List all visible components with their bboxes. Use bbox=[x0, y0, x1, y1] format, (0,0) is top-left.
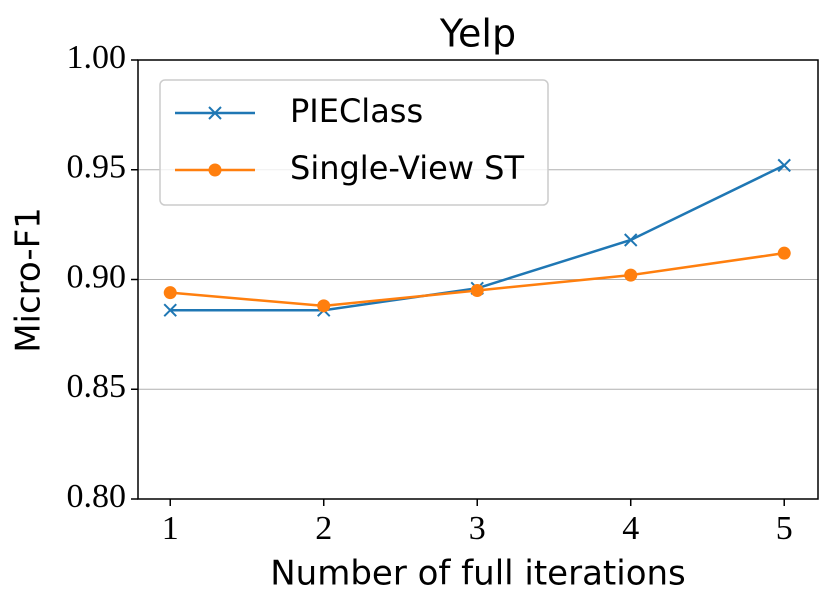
chart-title: Yelp bbox=[439, 12, 516, 56]
marker bbox=[208, 106, 222, 120]
legend: PIEClass Single-View ST bbox=[159, 79, 549, 206]
x-axis-label: Number of full iterations bbox=[270, 554, 686, 594]
x-tick-label: 5 bbox=[776, 510, 793, 547]
marker bbox=[624, 233, 638, 247]
legend-label: Single-View ST bbox=[290, 149, 524, 187]
y-axis-label: Micro-F1 bbox=[9, 207, 49, 353]
y-tick-label: 0.95 bbox=[67, 149, 127, 186]
y-tick-label: 0.80 bbox=[67, 478, 127, 515]
marker bbox=[624, 268, 638, 282]
marker bbox=[163, 303, 177, 317]
x-tick-label: 4 bbox=[622, 510, 639, 547]
x-tick-label: 3 bbox=[469, 510, 486, 547]
marker bbox=[777, 158, 791, 173]
y-tick-label: 0.90 bbox=[67, 258, 127, 295]
marker bbox=[163, 286, 177, 300]
legend-label: PIEClass bbox=[290, 92, 423, 130]
marker bbox=[777, 246, 791, 260]
marker bbox=[470, 283, 484, 297]
marker bbox=[208, 163, 222, 177]
x-tick-label: 1 bbox=[162, 510, 179, 547]
y-tick-label: 0.85 bbox=[67, 368, 127, 405]
y-tick-label: 1.00 bbox=[67, 39, 127, 76]
plot-frame bbox=[137, 59, 819, 500]
x-tick-label: 2 bbox=[315, 510, 332, 547]
legend-box bbox=[159, 79, 549, 206]
marker bbox=[317, 299, 331, 313]
